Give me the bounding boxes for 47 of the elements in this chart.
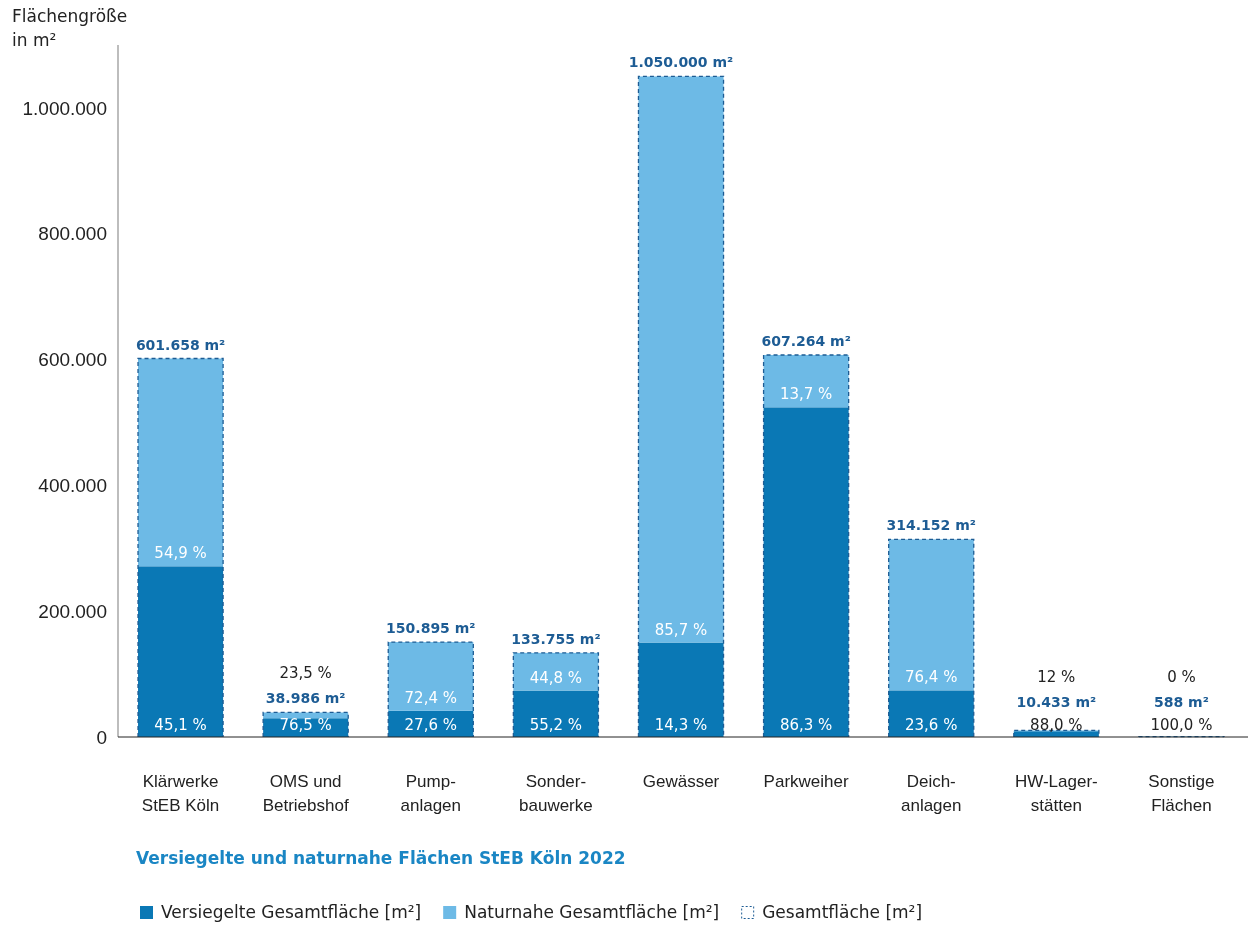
y-tick-label: 1.000.000 xyxy=(22,97,107,119)
total-label: 601.658 m² xyxy=(135,336,226,353)
x-tick-label: Sonstige Flächen xyxy=(1148,772,1215,815)
annotation: 76,5 % xyxy=(279,716,332,734)
annotation: 13,7 % xyxy=(779,385,833,404)
total-label: 314.152 m² xyxy=(886,517,976,534)
y-tick-label: 400.000 xyxy=(38,474,107,496)
annotation: 86,3 % xyxy=(779,716,833,734)
y-tick-label: 800.000 xyxy=(38,223,107,245)
x-tick-label: Gewässer xyxy=(642,772,720,791)
annotation: 88,0 % xyxy=(1030,716,1083,734)
annotation: 14,3 % xyxy=(654,716,708,734)
total-label: 588 m² xyxy=(1154,694,1209,710)
annotation: 23,6 % xyxy=(905,716,958,734)
annotation: 12 % xyxy=(1037,668,1076,686)
total-label: 607.264 m² xyxy=(761,332,851,349)
annotation: 54,9 % xyxy=(154,544,207,563)
total-label: 133.755 m² xyxy=(511,630,601,647)
x-tick-label: Pump- anlagen xyxy=(400,772,462,815)
x-tick-label: Deich- anlagen xyxy=(900,772,962,815)
text: Gesamtfläche [m²] xyxy=(762,902,923,922)
y-tick-label: 600.000 xyxy=(38,349,107,371)
annotation: 44,8 % xyxy=(529,668,583,687)
total-label: 1.050.000 m² xyxy=(628,54,734,71)
annotation: 0 % xyxy=(1167,668,1196,686)
annotation: 27,6 % xyxy=(404,716,457,734)
x-tick-label: OMS und Betriebshof xyxy=(262,772,349,815)
total-label: 38.986 m² xyxy=(265,690,346,707)
annotation: 23,5 % xyxy=(279,664,332,683)
annotation: 72,4 % xyxy=(404,688,457,707)
annotation: 85,7 % xyxy=(654,620,708,639)
y-tick-label: 0 xyxy=(96,726,107,748)
annotation: 76,4 % xyxy=(905,668,958,687)
text: Versiegelte und naturnahe Flächen StEB Köln 2022 xyxy=(136,848,626,868)
legend-label: Versiegelte Gesamtfläche [m²] xyxy=(161,902,422,922)
total-label: 150.895 m² xyxy=(386,620,476,637)
y-tick-label: 200.000 xyxy=(38,600,107,622)
x-tick-label: HW-Lager- stätten xyxy=(1014,772,1098,815)
legend-label: Naturnahe Gesamtfläche [m²] xyxy=(464,902,720,922)
annotation: 45,1 % xyxy=(154,716,207,734)
annotation: 55,2 % xyxy=(529,716,583,734)
x-tick-label: Sonder- bauwerke xyxy=(519,772,593,815)
annotation: 100,0 % xyxy=(1150,716,1213,734)
y-axis-title: Flächengröße in m² xyxy=(12,6,128,50)
total-label: 10.433 m² xyxy=(1016,694,1097,710)
x-tick-label: Klärwerke StEB Köln xyxy=(141,772,220,815)
x-tick-label: Parkweiher xyxy=(763,772,849,791)
